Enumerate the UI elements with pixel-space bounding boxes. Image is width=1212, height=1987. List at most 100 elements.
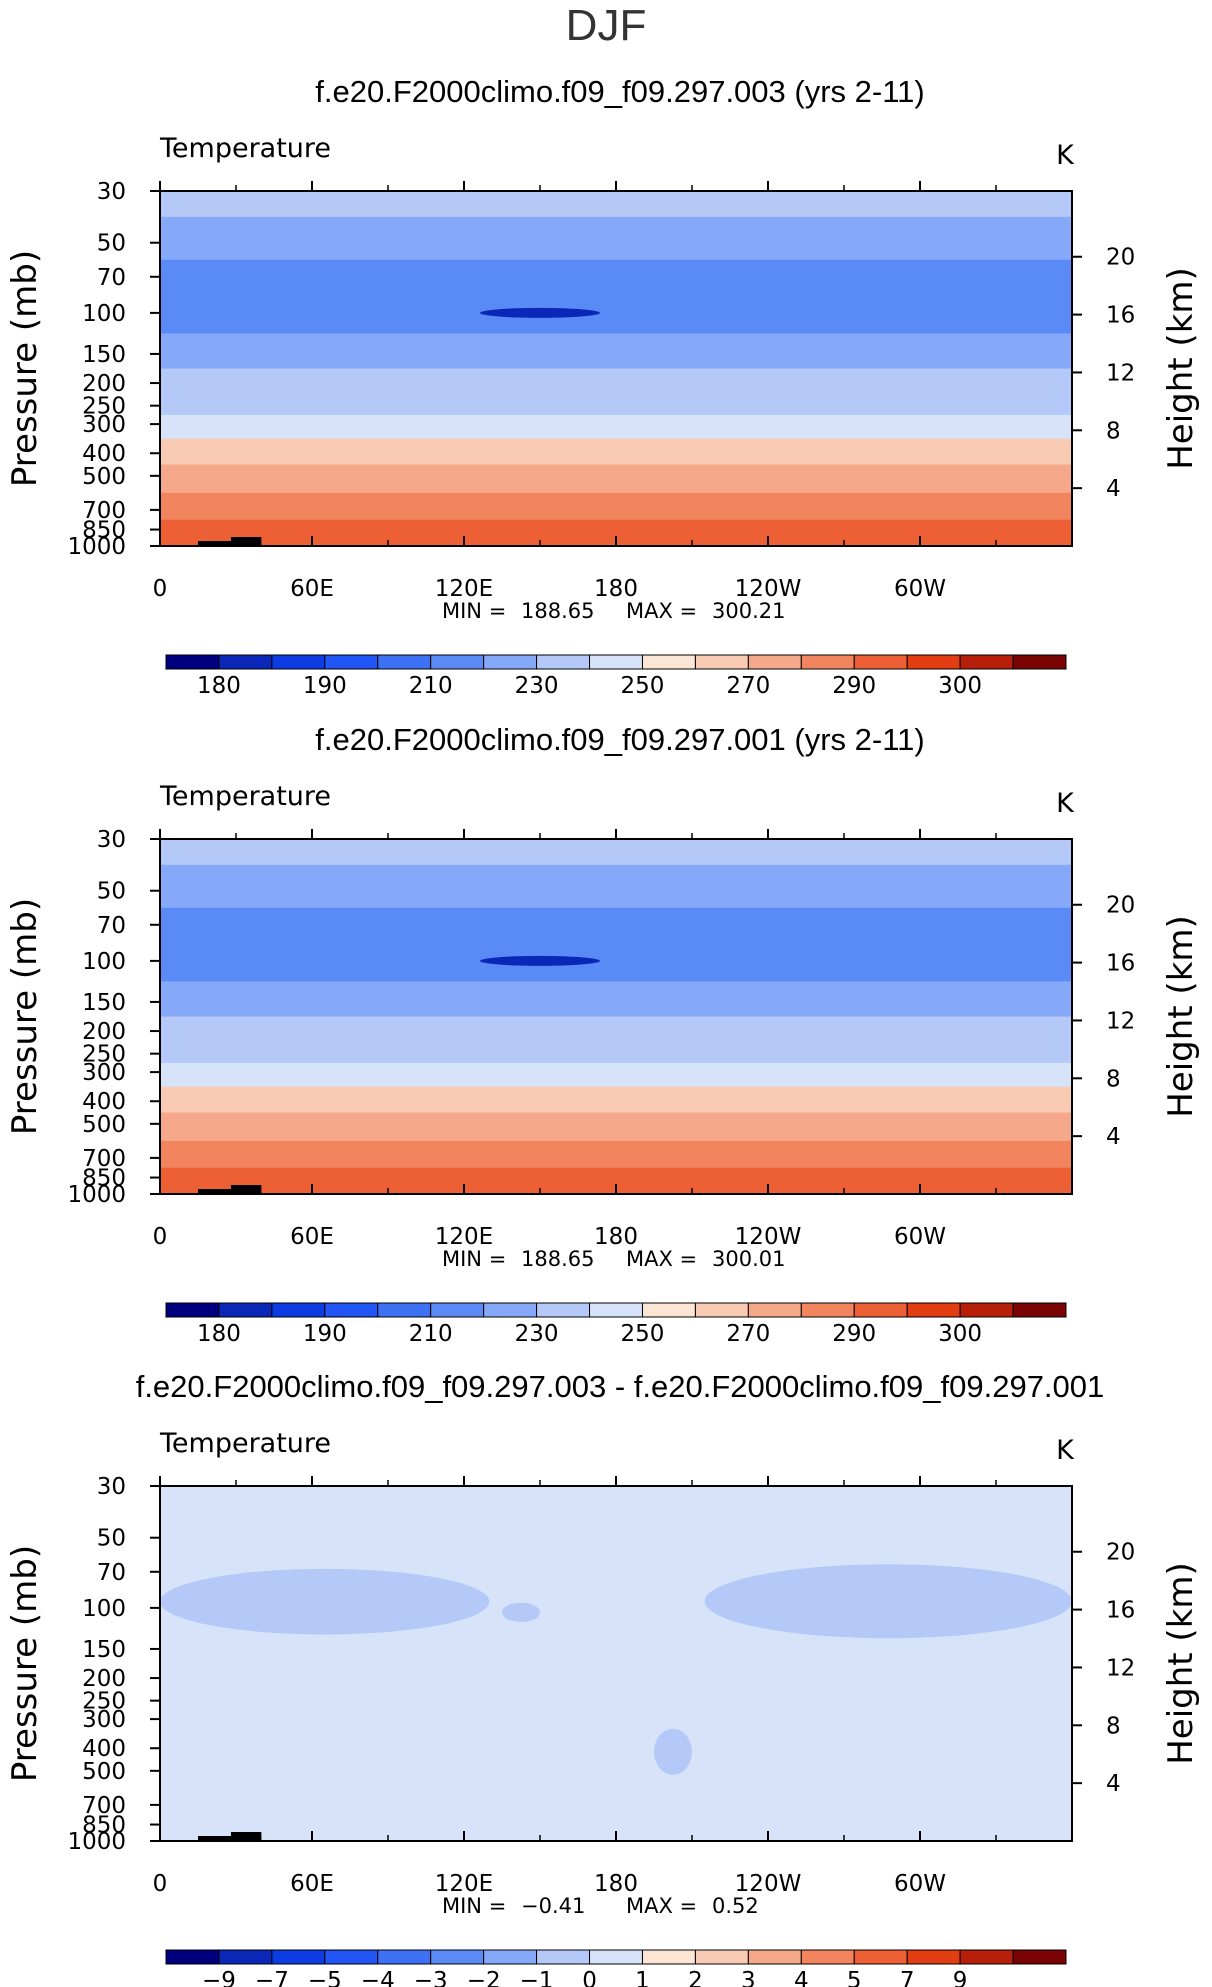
x-tick-label: 60W [894, 576, 946, 602]
y-tick-label: 1000 [67, 534, 126, 560]
y-tick-label: 30 [97, 827, 126, 853]
colorbar-swatch [483, 1949, 538, 1965]
y-tick-label: 250 [82, 1689, 126, 1715]
y2-tick-label: 16 [1106, 1598, 1135, 1624]
max-value: 300.01 [712, 1247, 785, 1271]
terrain [230, 537, 262, 546]
y2-tick-label: 8 [1106, 1713, 1121, 1739]
negative-region [502, 1602, 540, 1623]
chart-panel-2: f.e20.F2000climo.f09_f09.297.001 (yrs 2-… [5, 722, 1201, 1347]
colorbar-swatch [747, 1949, 802, 1965]
colorbar-label: 300 [938, 673, 982, 699]
colorbar-swatch [165, 1302, 220, 1318]
colorbar-label: 290 [832, 673, 876, 699]
terrain [198, 1189, 262, 1194]
background-band [160, 1486, 1072, 1841]
y2-axis-label: Height (km) [1161, 267, 1201, 470]
y2-tick-label: 4 [1106, 1124, 1121, 1150]
band-level [160, 464, 1072, 494]
variable-label: Temperature [159, 133, 331, 164]
colorbar-swatch [324, 654, 379, 670]
colorbar-swatch [430, 1302, 485, 1318]
colorbar-swatch [641, 654, 696, 670]
colorbar-label: −5 [308, 1968, 342, 1987]
y-tick-label: 500 [82, 464, 126, 490]
y-tick-label: 100 [82, 301, 126, 327]
y-tick-label: 400 [82, 1089, 126, 1115]
y-tick-label: 70 [97, 265, 126, 291]
colorbar-label: 290 [832, 1321, 876, 1347]
y-tick-label: 300 [82, 412, 126, 438]
band-level [160, 1112, 1072, 1142]
y-axis-label: Pressure (mb) [5, 898, 45, 1135]
colorbar-label: 180 [197, 1321, 241, 1347]
terrain [198, 1836, 262, 1841]
colorbar-label: 3 [741, 1968, 756, 1987]
min-value: −0.41 [521, 1894, 585, 1918]
y-tick-label: 250 [82, 394, 126, 420]
colorbar-label: 230 [515, 673, 559, 699]
band-level [160, 333, 1072, 369]
chart-panel-1: f.e20.F2000climo.f09_f09.297.003 (yrs 2-… [5, 74, 1201, 699]
x-tick-label: 60E [290, 1224, 334, 1250]
x-tick-label: 0 [153, 1224, 168, 1250]
colorbar-swatch [853, 654, 908, 670]
y2-tick-label: 16 [1106, 951, 1135, 977]
colorbar-swatch [536, 654, 591, 670]
y2-tick-label: 20 [1106, 245, 1135, 271]
panel-title: f.e20.F2000climo.f09_f09.297.001 (yrs 2-… [315, 722, 924, 757]
colorbar-swatch [324, 1949, 379, 1965]
colorbar-swatch [800, 1302, 855, 1318]
colorbar-label: 230 [515, 1321, 559, 1347]
y-tick-label: 150 [82, 1637, 126, 1663]
band-level [160, 394, 1072, 416]
colorbar-swatch [271, 1302, 326, 1318]
colorbar-swatch [694, 1302, 749, 1318]
contour-field [160, 839, 1072, 1195]
y2-axis-label: Height (km) [1161, 1562, 1201, 1765]
cold-core [480, 955, 600, 966]
band-level [160, 519, 1072, 539]
x-tick-label: 60E [290, 576, 334, 602]
band-level [160, 942, 1072, 982]
y2-axis-label: Height (km) [1161, 915, 1201, 1118]
colorbar-swatch [694, 1949, 749, 1965]
x-tick-label: 60E [290, 1871, 334, 1897]
y-tick-label: 500 [82, 1759, 126, 1785]
y-tick-label: 500 [82, 1112, 126, 1138]
terrain [198, 541, 262, 546]
x-tick-label: 120E [435, 1224, 493, 1250]
colorbar-swatch [641, 1949, 696, 1965]
band-level [160, 368, 1072, 395]
colorbar-label: 4 [794, 1968, 809, 1987]
negative-region [704, 1564, 1072, 1639]
band-level [160, 1167, 1072, 1187]
colorbar-swatch [641, 1302, 696, 1318]
colorbar-label: −1 [520, 1968, 554, 1987]
band-level [160, 216, 1072, 261]
colorbar-swatch [959, 654, 1014, 670]
y-tick-label: 70 [97, 913, 126, 939]
page-title: DJF [566, 1, 647, 50]
y-tick-label: 200 [82, 1666, 126, 1692]
colorbar-label: 250 [621, 1321, 665, 1347]
y2-tick-label: 8 [1106, 1066, 1121, 1092]
y-tick-label: 70 [97, 1560, 126, 1586]
colorbar-swatch [800, 1949, 855, 1965]
x-tick-label: 120W [735, 1224, 802, 1250]
colorbar-swatch [959, 1302, 1014, 1318]
units-label: K [1056, 788, 1075, 819]
y2-tick-label: 12 [1106, 1008, 1135, 1034]
x-tick-label: 180 [594, 1871, 638, 1897]
y-tick-label: 30 [97, 179, 126, 205]
y-tick-label: 150 [82, 342, 126, 368]
y-tick-label: 400 [82, 441, 126, 467]
colorbar-label: 190 [303, 673, 347, 699]
max-label: MAX = [626, 599, 697, 623]
colorbar-swatch [747, 654, 802, 670]
colorbar-label: 250 [621, 673, 665, 699]
y-tick-label: 150 [82, 990, 126, 1016]
y2-tick-label: 4 [1106, 1771, 1121, 1797]
y-tick-label: 200 [82, 1019, 126, 1045]
colorbar-label: 5 [847, 1968, 862, 1987]
